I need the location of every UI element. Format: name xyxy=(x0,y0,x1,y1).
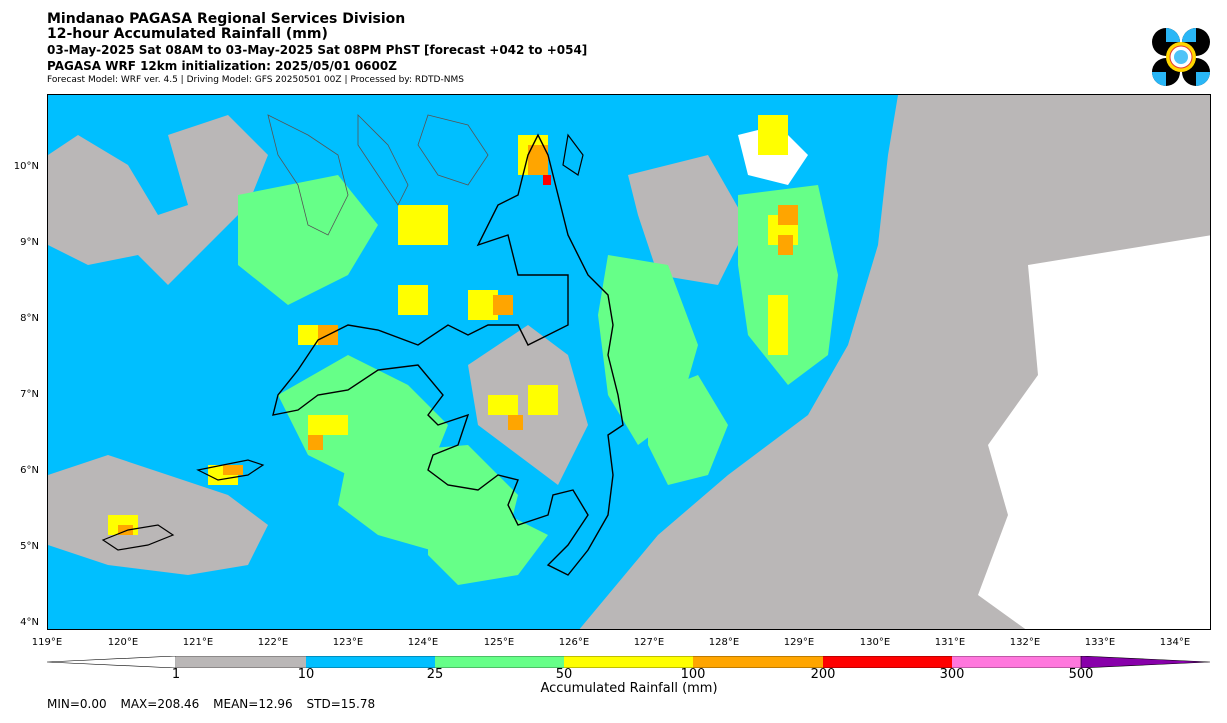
colorbar-tick-500: 500 xyxy=(1068,667,1094,682)
rainfall-map xyxy=(47,94,1211,630)
intense-rain-cell-1 xyxy=(778,205,798,225)
stat-max: MAX=208.46 xyxy=(120,697,200,711)
lon-label-129e: 129°E xyxy=(783,637,815,648)
colorbar-segment-100-200 xyxy=(693,656,823,668)
lon-label-124e: 124°E xyxy=(407,637,439,648)
colorbar-label: Accumulated Rainfall (mm) xyxy=(540,681,718,696)
lon-label-127e: 127°E xyxy=(633,637,665,648)
heavy-rain-cell-10 xyxy=(398,285,428,315)
moderate-rain-band-7 xyxy=(428,505,548,585)
colorbar-tick-50: 50 xyxy=(555,667,573,682)
colorbar-segment-below-1 xyxy=(47,656,177,668)
heavy-rain-cell-5 xyxy=(768,295,788,355)
heavy-rain-cell-3 xyxy=(758,115,788,155)
colorbar-segment-50-100 xyxy=(564,656,693,668)
moderate-rain-band-1 xyxy=(238,175,378,305)
tawi-tawi-coastline xyxy=(101,524,175,551)
lat-label-5n: 5°N xyxy=(20,541,39,552)
lat-label-9n: 9°N xyxy=(20,237,39,248)
colorbar-tick-200: 200 xyxy=(810,667,836,682)
colorbar-tick-10: 10 xyxy=(297,667,315,682)
map-subtitle: 12-hour Accumulated Rainfall (mm) xyxy=(47,26,328,42)
statistics-line: MIN=0.00 MAX=208.46 MEAN=12.96 STD=15.78 xyxy=(47,697,385,711)
lon-label-128e: 128°E xyxy=(708,637,740,648)
rainfall-field xyxy=(48,95,1210,629)
heavy-rain-cell-7 xyxy=(488,395,518,415)
lat-label-6n: 6°N xyxy=(20,465,39,476)
moderate-rain-band-5 xyxy=(738,185,838,385)
lat-label-4n: 4°N xyxy=(20,617,39,628)
dinagat-coastline xyxy=(562,133,584,176)
dry-region-north xyxy=(628,155,748,285)
lon-label-120e: 120°E xyxy=(107,637,139,648)
lon-label-126e: 126°E xyxy=(558,637,590,648)
colorbar-segment-300-500 xyxy=(952,656,1081,668)
map-title: Mindanao PAGASA Regional Services Divisi… xyxy=(47,11,406,27)
jolo-coastline xyxy=(196,459,265,481)
colorbar-segment-25-50 xyxy=(435,656,564,668)
colorbar-tick-25: 25 xyxy=(426,667,444,682)
mindanao-coastline xyxy=(272,133,624,576)
lon-label-134e: 134°E xyxy=(1159,637,1191,648)
lon-label-125e: 125°E xyxy=(483,637,515,648)
colorbar-segment-1-10 xyxy=(176,656,306,668)
lon-label-130e: 130°E xyxy=(859,637,891,648)
dry-region-northwest xyxy=(48,115,268,285)
intense-rain-cell-2 xyxy=(778,235,793,255)
lon-label-123e: 123°E xyxy=(332,637,364,648)
no-rain-region-east xyxy=(978,235,1210,629)
lat-label-8n: 8°N xyxy=(20,313,39,324)
stat-min: MIN=0.00 xyxy=(47,697,107,711)
lon-label-119e: 119°E xyxy=(31,637,63,648)
heavy-rain-cell-6 xyxy=(528,385,558,415)
negros-coastline xyxy=(267,114,349,236)
colorbar-segment-above-500 xyxy=(1080,656,1211,668)
rainfall-colorbar xyxy=(47,656,1211,668)
extreme-rain-cell xyxy=(543,175,551,185)
model-info: Forecast Model: WRF ver. 4.5 | Driving M… xyxy=(47,75,464,85)
pagasa-logo-icon xyxy=(1152,28,1210,86)
intense-rain-cell-5 xyxy=(508,415,523,430)
colorbar-segment-200-300 xyxy=(823,656,952,668)
colorbar-tick-300: 300 xyxy=(939,667,965,682)
heavy-rain-cell-8 xyxy=(308,415,348,435)
colorbar-segment-10-25 xyxy=(306,656,435,668)
bohol-leyte-coastline xyxy=(417,114,489,186)
lat-label-10n: 10°N xyxy=(13,161,39,172)
intense-rain-cell-3 xyxy=(493,295,513,315)
colorbar-tick-100: 100 xyxy=(680,667,706,682)
initialization-info: PAGASA WRF 12km initialization: 2025/05/… xyxy=(47,59,397,73)
intense-rain-cell-7 xyxy=(118,525,133,535)
heavy-rain-cell-1 xyxy=(398,205,448,245)
intense-rain-cell-6 xyxy=(223,465,243,475)
lat-label-7n: 7°N xyxy=(20,389,39,400)
stat-mean: MEAN=12.96 xyxy=(213,697,293,711)
intense-rain-cell-0 xyxy=(528,145,548,175)
lon-label-132e: 132°E xyxy=(1009,637,1041,648)
stat-std: STD=15.78 xyxy=(306,697,376,711)
colorbar-tick-1: 1 xyxy=(171,667,181,682)
cebu-coastline xyxy=(357,114,409,206)
lon-label-121e: 121°E xyxy=(182,637,214,648)
forecast-period: 03-May-2025 Sat 08AM to 03-May-2025 Sat … xyxy=(47,43,588,57)
lon-label-122e: 122°E xyxy=(257,637,289,648)
lon-label-131e: 131°E xyxy=(934,637,966,648)
intense-rain-cell-8 xyxy=(308,435,323,450)
lon-label-133e: 133°E xyxy=(1084,637,1116,648)
dry-region-southwest xyxy=(48,455,268,575)
moderate-rain-band-6 xyxy=(648,375,728,485)
